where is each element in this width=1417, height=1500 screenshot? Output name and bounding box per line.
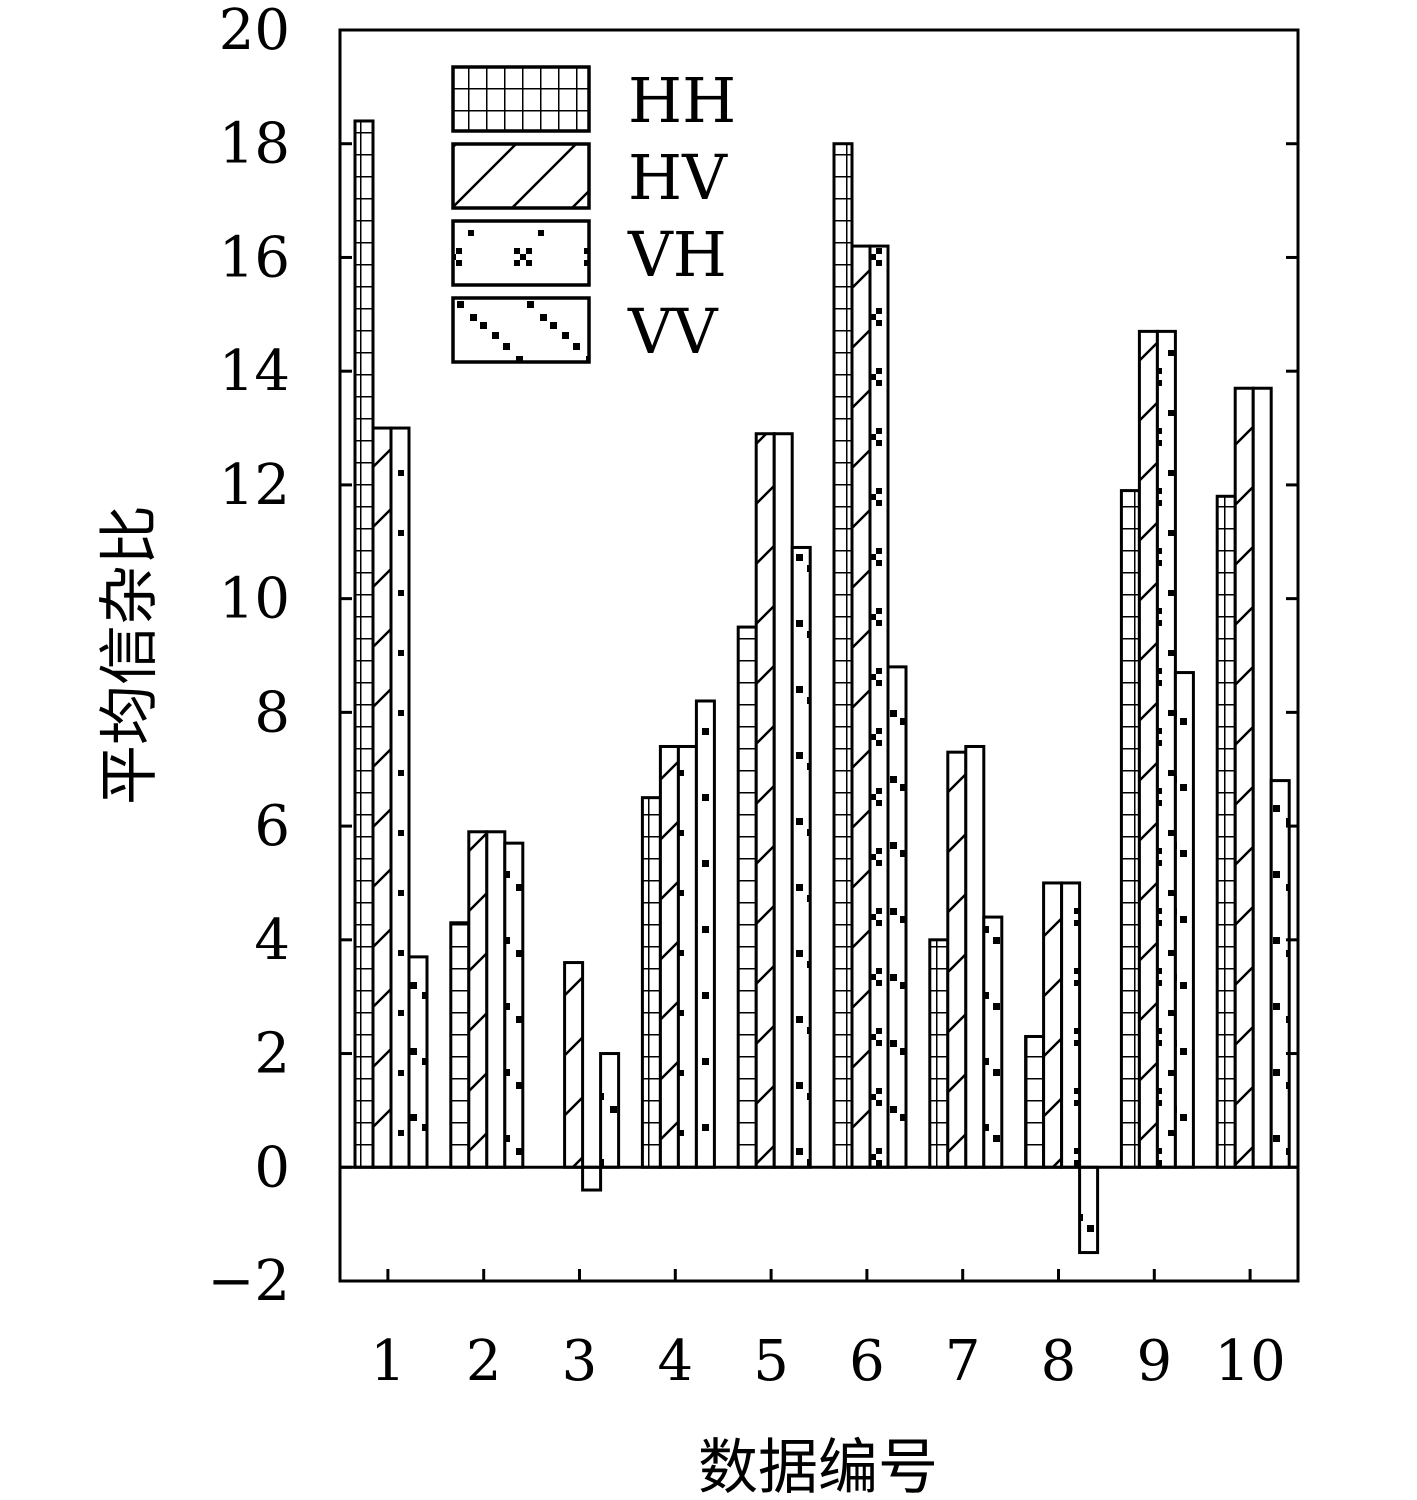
bar-vv-5 xyxy=(790,545,812,1169)
y-tick-label: 16 xyxy=(219,225,290,290)
bar-hv-8 xyxy=(1042,881,1064,1169)
bar-vh-3 xyxy=(581,1165,603,1192)
x-axis-title: 数据编号 xyxy=(698,1433,938,1500)
legend-swatch-hh xyxy=(451,65,591,133)
bar-vh-5 xyxy=(772,432,794,1169)
x-tick-label: 4 xyxy=(657,1329,693,1394)
bar-hv-6 xyxy=(850,244,872,1169)
bar-vv-9 xyxy=(1173,671,1195,1169)
legend-swatch-vv xyxy=(451,296,591,364)
bar-vv-4 xyxy=(694,699,716,1169)
bar-hv-9 xyxy=(1137,329,1159,1169)
legend-swatch-hv xyxy=(451,142,591,210)
bar-hh-6 xyxy=(832,142,854,1169)
bar-hv-1 xyxy=(371,426,393,1169)
bars-layer xyxy=(353,119,1291,1255)
y-tick-label: 8 xyxy=(254,680,290,745)
x-tick-label: 10 xyxy=(1214,1329,1285,1394)
bar-hh-4 xyxy=(640,796,662,1169)
x-tick-label: 1 xyxy=(370,1329,406,1394)
y-tick-label: 12 xyxy=(219,453,290,518)
bar-hh-9 xyxy=(1119,489,1141,1169)
legend-label-vv: VV xyxy=(627,295,719,368)
axes-layer xyxy=(340,28,1298,1283)
y-tick-label: 4 xyxy=(254,908,290,973)
bar-vh-7 xyxy=(964,744,986,1169)
bar-hv-2 xyxy=(467,830,489,1169)
y-tick-label: 0 xyxy=(254,1135,290,1200)
bar-vv-7 xyxy=(982,915,1004,1169)
x-tick-label: 9 xyxy=(1136,1329,1172,1394)
y-tick-label: 14 xyxy=(219,339,290,404)
bar-vv-2 xyxy=(503,841,525,1169)
x-tick-label: 8 xyxy=(1041,1329,1077,1394)
bar-vh-4 xyxy=(676,744,698,1169)
bar-vv-3 xyxy=(599,1052,621,1169)
y-tick-label: 20 xyxy=(219,0,290,63)
y-tick-label: 18 xyxy=(219,112,290,177)
bar-vh-6 xyxy=(868,244,890,1169)
bar-vh-10 xyxy=(1251,386,1273,1169)
bar-vh-9 xyxy=(1155,329,1177,1169)
x-tick-label: 5 xyxy=(753,1329,789,1394)
y-tick-label: 10 xyxy=(219,567,290,632)
bar-vh-8 xyxy=(1060,881,1082,1169)
bar-vv-6 xyxy=(886,665,908,1169)
y-tick-label: 2 xyxy=(254,1022,290,1087)
y-axis-title: 平均信杂比 xyxy=(95,505,165,805)
bar-vh-2 xyxy=(485,830,507,1169)
bar-hh-2 xyxy=(449,921,471,1169)
bar-vv-8 xyxy=(1078,1165,1100,1255)
bar-vv-1 xyxy=(407,955,429,1169)
legend-label-vh: VH xyxy=(627,218,727,291)
legend-label-hv: HV xyxy=(628,141,728,214)
bar-hh-5 xyxy=(736,625,758,1169)
x-tick-label: 3 xyxy=(562,1329,598,1394)
bar-hv-10 xyxy=(1233,386,1255,1169)
y-tick-label: 6 xyxy=(254,794,290,859)
bar-hv-7 xyxy=(946,750,968,1169)
bar-hh-1 xyxy=(353,119,375,1169)
bar-hv-4 xyxy=(658,744,680,1169)
bar-hv-5 xyxy=(754,432,776,1169)
legend-swatch-vh xyxy=(451,219,591,287)
bar-vv-10 xyxy=(1269,779,1291,1169)
x-tick-label: 7 xyxy=(945,1329,981,1394)
bar-hh-7 xyxy=(928,938,950,1169)
x-tick-label: 6 xyxy=(849,1329,885,1394)
bar-hh-8 xyxy=(1024,1034,1046,1169)
legend-label-hh: HH xyxy=(628,64,736,137)
bar-hh-10 xyxy=(1215,494,1237,1169)
bar-vh-1 xyxy=(389,426,411,1169)
x-tick-label: 2 xyxy=(466,1329,502,1394)
bar-hv-3 xyxy=(563,961,585,1169)
y-tick-label: −2 xyxy=(207,1249,290,1314)
